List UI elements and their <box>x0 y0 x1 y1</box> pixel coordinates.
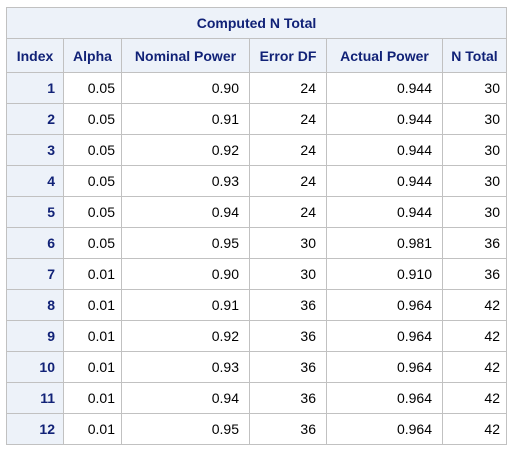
table-row: 5 0.05 0.94 24 0.944 30 <box>6 196 507 228</box>
alpha-cell: 0.01 <box>63 320 122 352</box>
nominal-power-cell: 0.90 <box>121 258 250 290</box>
actual-power-cell: 0.944 <box>326 165 443 197</box>
nominal-power-cell: 0.91 <box>121 103 250 135</box>
alpha-cell: 0.01 <box>63 258 122 290</box>
nominal-power-cell: 0.94 <box>121 382 250 414</box>
n-total-cell: 30 <box>442 134 507 166</box>
column-header-error-df: Error DF <box>249 38 327 73</box>
row-index-cell: 1 <box>6 72 64 104</box>
alpha-cell: 0.05 <box>63 134 122 166</box>
table-row: 9 0.01 0.92 36 0.964 42 <box>6 320 507 352</box>
table-row: 1 0.05 0.90 24 0.944 30 <box>6 72 507 104</box>
table-row: 3 0.05 0.92 24 0.944 30 <box>6 134 507 166</box>
n-total-cell: 42 <box>442 320 507 352</box>
row-index-cell: 5 <box>6 196 64 228</box>
error-df-cell: 36 <box>249 289 327 321</box>
n-total-cell: 30 <box>442 196 507 228</box>
alpha-cell: 0.01 <box>63 289 122 321</box>
actual-power-cell: 0.944 <box>326 196 443 228</box>
table-row: 7 0.01 0.90 30 0.910 36 <box>6 258 507 290</box>
row-index-cell: 6 <box>6 227 64 259</box>
actual-power-cell: 0.964 <box>326 413 443 445</box>
table-title: Computed N Total <box>6 7 507 39</box>
nominal-power-cell: 0.95 <box>121 227 250 259</box>
actual-power-cell: 0.944 <box>326 103 443 135</box>
nominal-power-cell: 0.92 <box>121 320 250 352</box>
alpha-cell: 0.05 <box>63 196 122 228</box>
n-total-cell: 30 <box>442 103 507 135</box>
error-df-cell: 24 <box>249 165 327 197</box>
error-df-cell: 36 <box>249 413 327 445</box>
error-df-cell: 30 <box>249 227 327 259</box>
alpha-cell: 0.01 <box>63 351 122 383</box>
table-caption-row: Computed N Total <box>6 7 507 39</box>
n-total-cell: 36 <box>442 227 507 259</box>
table-row: 4 0.05 0.93 24 0.944 30 <box>6 165 507 197</box>
computed-n-total-table-container: Computed N Total Index Alpha Nominal Pow… <box>6 7 507 445</box>
error-df-cell: 24 <box>249 134 327 166</box>
row-index-cell: 7 <box>6 258 64 290</box>
row-index-cell: 3 <box>6 134 64 166</box>
alpha-cell: 0.05 <box>63 103 122 135</box>
error-df-cell: 24 <box>249 72 327 104</box>
n-total-cell: 42 <box>442 382 507 414</box>
n-total-cell: 42 <box>442 351 507 383</box>
computed-n-total-table: Computed N Total Index Alpha Nominal Pow… <box>6 7 507 445</box>
column-header-index: Index <box>6 38 64 73</box>
error-df-cell: 36 <box>249 320 327 352</box>
n-total-cell: 30 <box>442 72 507 104</box>
actual-power-cell: 0.964 <box>326 351 443 383</box>
n-total-cell: 30 <box>442 165 507 197</box>
row-index-cell: 12 <box>6 413 64 445</box>
column-header-actual-power: Actual Power <box>326 38 443 73</box>
alpha-cell: 0.05 <box>63 72 122 104</box>
actual-power-cell: 0.944 <box>326 72 443 104</box>
row-index-cell: 8 <box>6 289 64 321</box>
table-row: 12 0.01 0.95 36 0.964 42 <box>6 413 507 445</box>
nominal-power-cell: 0.93 <box>121 351 250 383</box>
nominal-power-cell: 0.92 <box>121 134 250 166</box>
table-row: 11 0.01 0.94 36 0.964 42 <box>6 382 507 414</box>
alpha-cell: 0.05 <box>63 227 122 259</box>
actual-power-cell: 0.981 <box>326 227 443 259</box>
actual-power-cell: 0.910 <box>326 258 443 290</box>
table-row: 6 0.05 0.95 30 0.981 36 <box>6 227 507 259</box>
row-index-cell: 11 <box>6 382 64 414</box>
error-df-cell: 24 <box>249 103 327 135</box>
nominal-power-cell: 0.94 <box>121 196 250 228</box>
row-index-cell: 2 <box>6 103 64 135</box>
column-header-alpha: Alpha <box>63 38 122 73</box>
nominal-power-cell: 0.90 <box>121 72 250 104</box>
alpha-cell: 0.05 <box>63 165 122 197</box>
actual-power-cell: 0.964 <box>326 382 443 414</box>
error-df-cell: 30 <box>249 258 327 290</box>
column-header-n-total: N Total <box>442 38 507 73</box>
error-df-cell: 36 <box>249 351 327 383</box>
row-index-cell: 4 <box>6 165 64 197</box>
table-row: 8 0.01 0.91 36 0.964 42 <box>6 289 507 321</box>
table-body: 1 0.05 0.90 24 0.944 30 2 0.05 0.91 24 0.944 30 3 0.0… <box>6 72 507 445</box>
actual-power-cell: 0.944 <box>326 134 443 166</box>
n-total-cell: 42 <box>442 413 507 445</box>
column-header-row: Index Alpha Nominal Power Error DF Actua… <box>6 38 507 73</box>
nominal-power-cell: 0.93 <box>121 165 250 197</box>
alpha-cell: 0.01 <box>63 382 122 414</box>
error-df-cell: 36 <box>249 382 327 414</box>
row-index-cell: 10 <box>6 351 64 383</box>
row-index-cell: 9 <box>6 320 64 352</box>
error-df-cell: 24 <box>249 196 327 228</box>
table-row: 10 0.01 0.93 36 0.964 42 <box>6 351 507 383</box>
table-row: 2 0.05 0.91 24 0.944 30 <box>6 103 507 135</box>
nominal-power-cell: 0.91 <box>121 289 250 321</box>
actual-power-cell: 0.964 <box>326 289 443 321</box>
column-header-nominal-power: Nominal Power <box>121 38 250 73</box>
alpha-cell: 0.01 <box>63 413 122 445</box>
n-total-cell: 36 <box>442 258 507 290</box>
actual-power-cell: 0.964 <box>326 320 443 352</box>
nominal-power-cell: 0.95 <box>121 413 250 445</box>
n-total-cell: 42 <box>442 289 507 321</box>
